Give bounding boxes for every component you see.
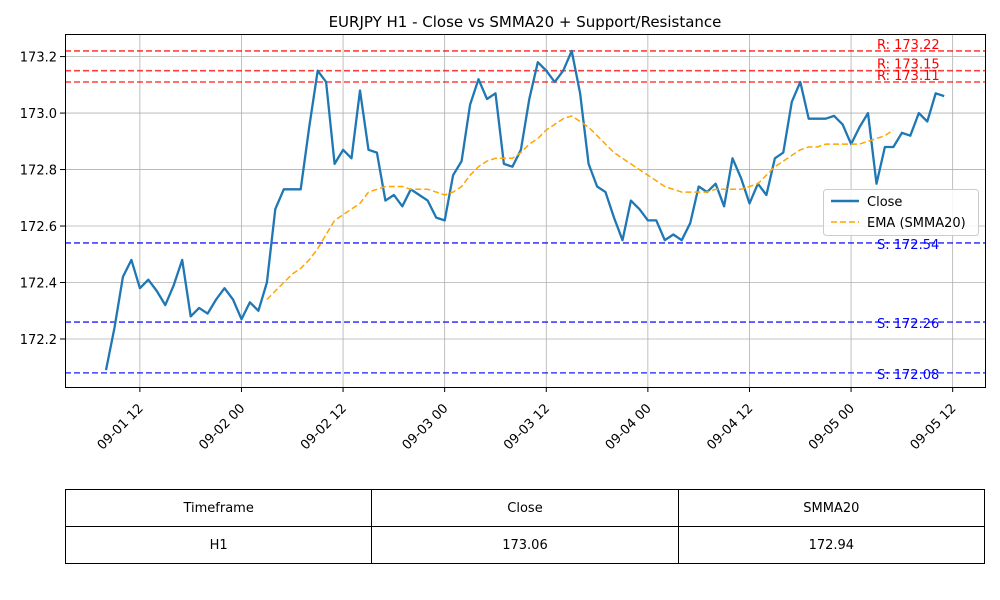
table-row: H1 173.06 172.94 xyxy=(64,526,986,564)
table-cell: 172.94 xyxy=(677,526,986,564)
legend: Close EMA (SMMA20) xyxy=(823,189,979,236)
table-header-cell: Timeframe xyxy=(64,489,373,527)
x-axis: 09-01 12 09-02 00 09-02 12 09-03 00 09-03 12… xyxy=(95,387,960,453)
y-tick-label: 172.6 xyxy=(20,220,57,235)
support-label: S: 172.26 xyxy=(877,317,939,332)
table-cell: H1 xyxy=(64,526,373,564)
y-tick-label: 172.2 xyxy=(20,333,57,348)
x-tick-label: 09-01 12 xyxy=(95,401,147,453)
y-tick-label: 172.8 xyxy=(20,164,57,179)
resistance-label: R: 173.22 xyxy=(877,38,940,53)
x-tick-label: 09-05 00 xyxy=(806,401,858,453)
table-header-row: Timeframe Close SMMA20 xyxy=(64,489,986,527)
x-tick-label: 09-03 12 xyxy=(501,401,553,453)
series xyxy=(104,49,945,371)
support-label: S: 172.54 xyxy=(877,238,939,253)
support-label: S: 172.08 xyxy=(877,368,939,383)
resistance-label: R: 173.15 xyxy=(877,58,940,73)
smma-series-line xyxy=(266,115,894,301)
x-tick-label: 09-03 00 xyxy=(400,401,452,453)
x-tick-label: 09-05 12 xyxy=(908,401,960,453)
resistance-label: R: 173.11 xyxy=(877,69,940,84)
x-tick-label: 09-04 12 xyxy=(704,401,756,453)
chart: EURJPY H1 - Close vs SMMA20 + Support/Re… xyxy=(20,13,986,453)
y-tick-label: 173.0 xyxy=(20,107,57,122)
legend-close-label: Close xyxy=(867,195,902,210)
x-tick-label: 09-02 12 xyxy=(298,401,350,453)
legend-smma-label: EMA (SMMA20) xyxy=(867,216,966,231)
table-header-cell: SMMA20 xyxy=(677,489,986,527)
y-tick-label: 172.4 xyxy=(20,277,57,292)
legend-box xyxy=(823,189,979,236)
support-resistance-lines xyxy=(65,50,985,374)
table-header-cell: Close xyxy=(371,489,679,527)
y-tick-label: 173.2 xyxy=(20,51,57,66)
y-axis: 172.2 172.4 172.6 172.8 173.0 173.2 xyxy=(20,51,65,348)
chart-title: EURJPY H1 - Close vs SMMA20 + Support/Re… xyxy=(329,13,722,31)
grid xyxy=(65,34,985,387)
support-resistance-labels: R: 173.22 R: 173.15R: 173.11 S: 172.54 S: 1… xyxy=(877,38,940,383)
x-tick-label: 09-02 00 xyxy=(196,401,248,453)
x-tick-label: 09-04 00 xyxy=(603,401,655,453)
close-series-line xyxy=(104,49,945,371)
table-cell: 173.06 xyxy=(371,526,679,564)
summary-table: Timeframe Close SMMA20 H1 173.06 172.94 xyxy=(64,489,986,564)
plot-frame xyxy=(65,34,986,388)
